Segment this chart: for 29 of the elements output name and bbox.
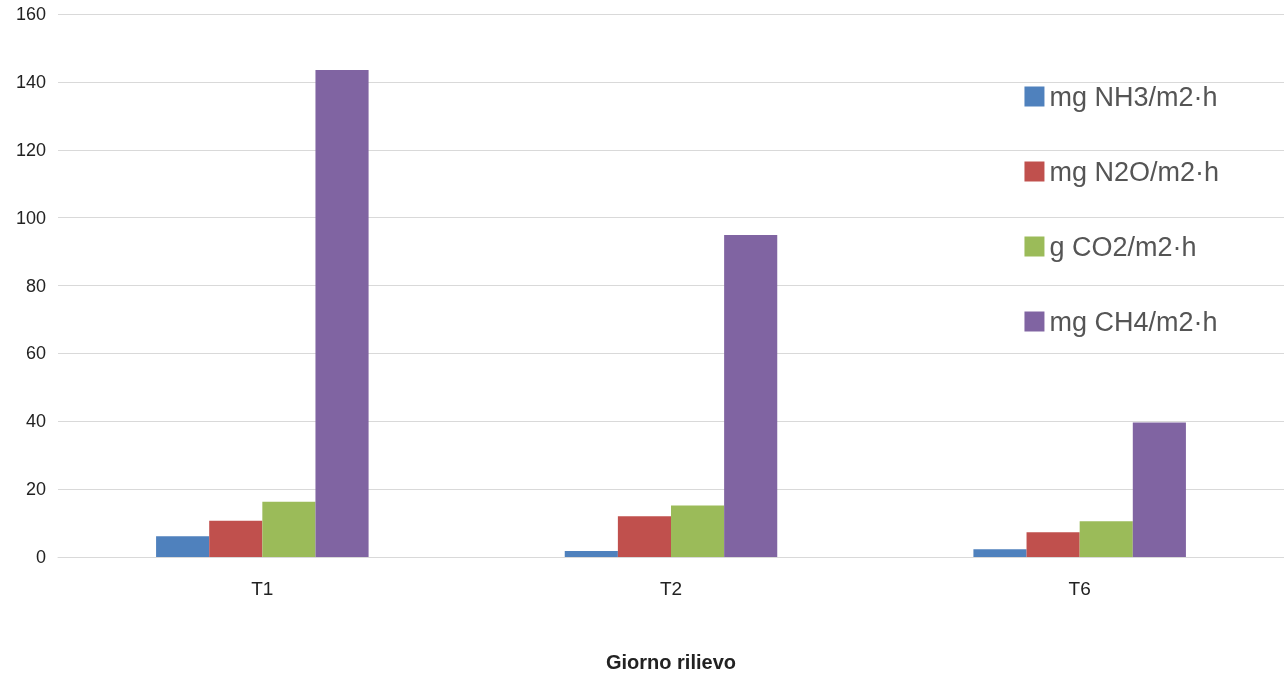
bar bbox=[156, 536, 210, 557]
bar bbox=[617, 516, 671, 557]
y-tick-label: 60 bbox=[25, 343, 46, 364]
y-tick-label: 160 bbox=[15, 4, 46, 24]
bar bbox=[1026, 532, 1080, 557]
bar bbox=[973, 549, 1027, 557]
legend-label: g CO2/m2·h bbox=[1049, 231, 1197, 262]
x-tick-label: T6 bbox=[1068, 578, 1091, 599]
bar bbox=[262, 501, 316, 557]
x-tick-label: T2 bbox=[659, 578, 683, 599]
bar bbox=[564, 550, 618, 557]
bar bbox=[1079, 521, 1133, 557]
legend-label: mg CH4/m2·h bbox=[1049, 306, 1218, 337]
y-tick-label: 100 bbox=[15, 207, 46, 228]
x-tick-label: T1 bbox=[251, 578, 274, 599]
x-axis-title: Giorno rilievo bbox=[605, 651, 737, 673]
legend-label: mg NH3/m2·h bbox=[1049, 81, 1218, 112]
y-tick-label: 140 bbox=[15, 71, 46, 92]
bar bbox=[315, 70, 369, 557]
bar bbox=[1132, 422, 1186, 557]
y-tick-label: 0 bbox=[35, 547, 46, 567]
y-tick-label: 40 bbox=[25, 411, 46, 432]
y-tick-label: 20 bbox=[25, 479, 46, 500]
bar bbox=[209, 520, 263, 557]
bar bbox=[724, 234, 778, 557]
y-tick-label: 120 bbox=[15, 139, 46, 160]
legend-label: mg N2O/m2·h bbox=[1049, 156, 1220, 187]
y-tick-label: 80 bbox=[25, 275, 46, 296]
bar bbox=[671, 505, 725, 557]
